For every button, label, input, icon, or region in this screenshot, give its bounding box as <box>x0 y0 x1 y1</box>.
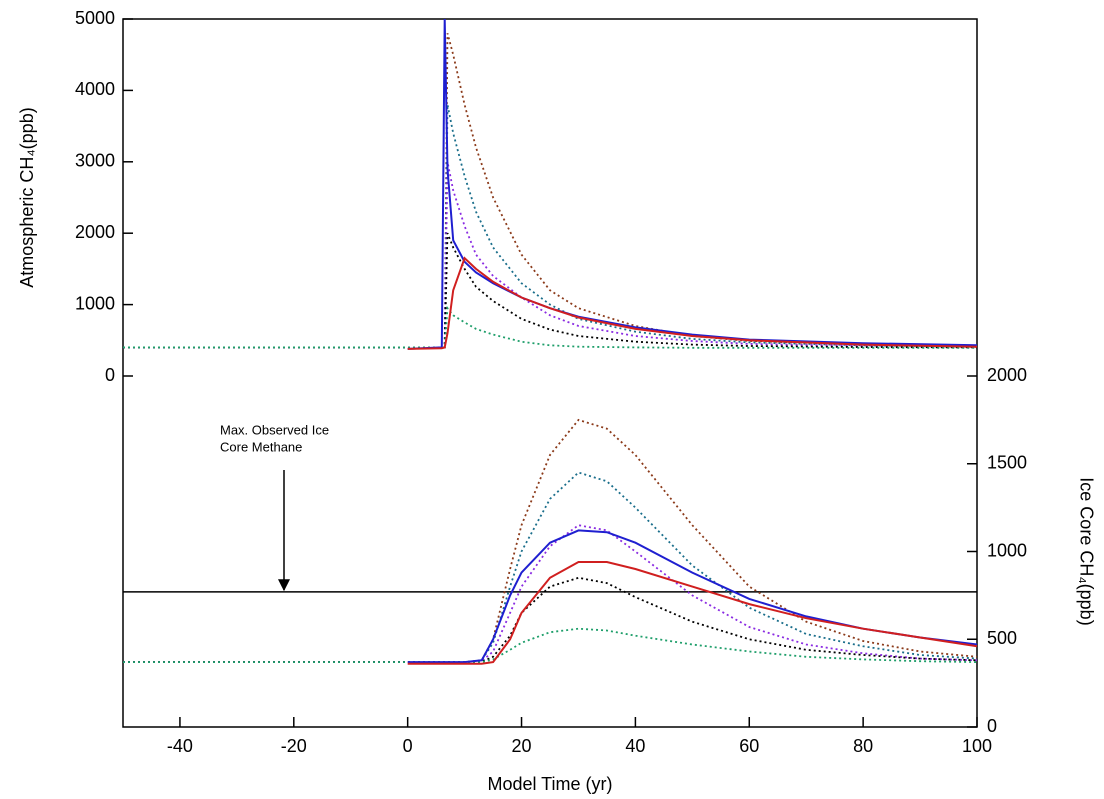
y-tick-label: 500 <box>987 628 1017 648</box>
annotation: Core Methane <box>220 439 302 454</box>
series-line <box>123 161 978 349</box>
x-tick-label: 40 <box>625 736 645 756</box>
y-tick-label: 2000 <box>75 222 115 242</box>
y-tick-label: 3000 <box>75 151 115 171</box>
x-tick-label: -20 <box>281 736 307 756</box>
y-tick-label: 5000 <box>75 8 115 28</box>
series-line <box>123 33 978 349</box>
x-tick-label: 80 <box>853 736 873 756</box>
y-axis-label: Atmospheric CH₄(ppb) <box>17 107 37 287</box>
y-tick-label: 0 <box>105 365 115 385</box>
series-line <box>123 627 978 663</box>
y-tick-label: 1000 <box>987 540 1027 560</box>
y-tick-label: 2000 <box>987 365 1027 385</box>
series-line <box>123 418 978 663</box>
x-tick-label: 60 <box>739 736 759 756</box>
x-tick-label: 20 <box>512 736 532 756</box>
y-tick-label: 4000 <box>75 79 115 99</box>
x-tick-label: 0 <box>403 736 413 756</box>
series-line <box>123 576 978 663</box>
y-axis-label: Ice Core CH₄(ppb) <box>1076 477 1096 625</box>
y-tick-label: 1500 <box>987 453 1027 473</box>
series-line <box>407 256 978 350</box>
x-tick-label: 100 <box>962 736 992 756</box>
x-tick-label: -40 <box>167 736 193 756</box>
annotation: Max. Observed Ice <box>220 422 329 437</box>
series-line <box>407 561 978 665</box>
plot-frame <box>122 18 978 728</box>
series-line <box>123 471 978 663</box>
y-tick-label: 1000 <box>75 293 115 313</box>
x-axis-label: Model Time (yr) <box>487 774 612 794</box>
series-line <box>123 104 978 349</box>
series-line <box>123 524 978 663</box>
y-tick-label: 0 <box>987 716 997 736</box>
series-line <box>407 18 978 350</box>
